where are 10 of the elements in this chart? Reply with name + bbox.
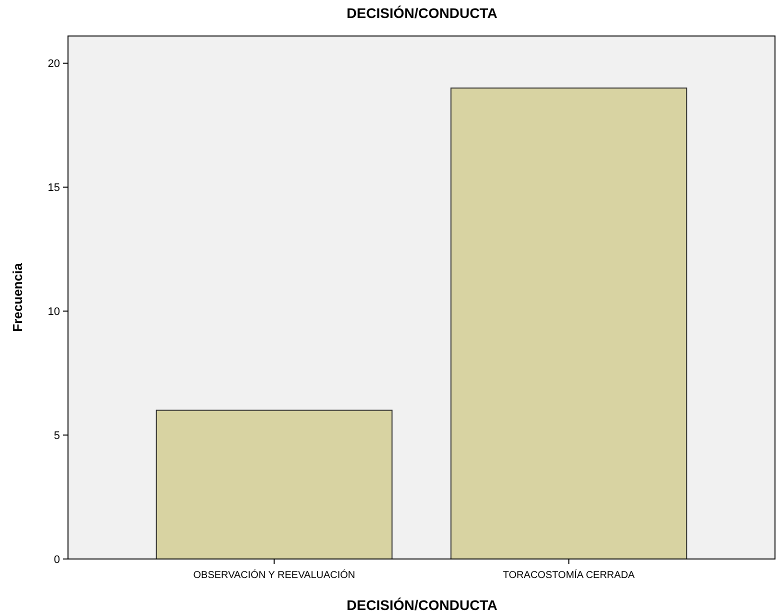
- chart-title: DECISIÓN/CONDUCTA: [346, 5, 498, 21]
- y-tick-label: 0: [54, 554, 60, 566]
- x-tick-label: TORACOSTOMÍA CERRADA: [502, 569, 636, 581]
- y-tick-label: 10: [48, 306, 60, 318]
- y-tick-label: 20: [48, 58, 60, 70]
- y-tick-label: 5: [54, 430, 60, 442]
- x-tick-label: OBSERVACIÓN Y REEVALUACIÓN: [193, 569, 356, 581]
- x-axis-title: DECISIÓN/CONDUCTA: [346, 597, 498, 613]
- y-tick-label: 15: [48, 182, 60, 194]
- y-axis-title: Frecuencia: [10, 262, 25, 332]
